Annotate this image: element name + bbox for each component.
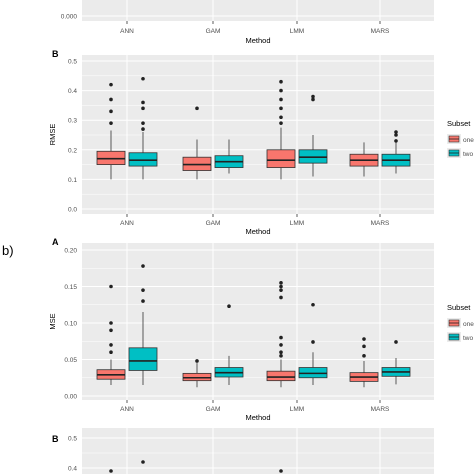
panel-2-outlier-one-LMM-7 [279, 281, 283, 285]
panel-1-outlier-two-ANN-2 [141, 106, 145, 111]
panel-2-outlier-two-ANN-2 [141, 264, 145, 268]
panel-3-outlier-1 [141, 460, 145, 464]
panel-2-outlier-one-LMM-2 [279, 343, 283, 347]
panel-0-ytick-0: 0.000 [61, 14, 78, 21]
panel-2-outlier-one-ANN-2 [109, 328, 113, 333]
panel-1-outlier-two-LMM-0 [311, 97, 315, 102]
panel-2-outlier-one-LMM-0 [279, 354, 283, 358]
panel-1-ylabel: RMSE [48, 124, 57, 146]
panel-1-legend-label-two: two [463, 151, 474, 158]
panel-2-xtick-LMM: LMM [290, 406, 304, 413]
panel-3-background [82, 428, 434, 474]
panel-1-xtick-MARS: MARS [371, 220, 390, 227]
panel-1-legend-title: Subset [447, 119, 471, 128]
panel-3-outlier-2 [279, 469, 283, 473]
panel-2-ylabel: MSE [48, 313, 57, 329]
panel-1-legend-label-one: one [463, 137, 474, 144]
panel-2-outlier-one-LMM-5 [279, 288, 283, 292]
panel-1-background [82, 55, 434, 214]
panel-1-ytick-1: 0.1 [68, 177, 77, 184]
panel-2-background [82, 243, 434, 400]
panel-1-outlier-one-LMM-5 [279, 79, 283, 84]
panel-2-outlier-two-ANN-1 [141, 288, 145, 292]
panel-1-ytick-0: 0.0 [68, 207, 77, 214]
panel-3-outlier-0 [109, 469, 113, 473]
panel-0-xtick-GAM: GAM [206, 28, 221, 35]
panel-1-box-one-LMM [266, 149, 296, 168]
panel-2-outlier-one-ANN-4 [109, 284, 113, 289]
panel-1-outlier-one-LMM-3 [279, 97, 283, 102]
panel-2-outlier-one-ANN-1 [109, 343, 113, 347]
panel-1-outlier-one-ANN-3 [109, 82, 113, 87]
panel-b-label: b) [2, 243, 14, 258]
panel-2-box-one-LMM [266, 370, 296, 382]
panel-2-ytick-4: 0.20 [64, 248, 77, 255]
panel-2-outlier-one-GAM-0 [195, 359, 199, 363]
panel-2-xtick-MARS: MARS [371, 406, 390, 413]
panel-1-outlier-two-ANN-1 [141, 121, 145, 125]
panel-3-panel-letter: B [52, 434, 59, 444]
panel-1-outlier-two-MARS-0 [394, 139, 398, 143]
panel-2-outlier-one-MARS-1 [362, 344, 366, 349]
panel-2-ytick-1: 0.05 [64, 357, 77, 364]
panel-2-xtick-ANN: ANN [120, 406, 134, 413]
panel-2-ytick-0: 0.00 [64, 394, 77, 401]
panel-1-outlier-one-ANN-1 [109, 109, 113, 114]
panel-1-outlier-two-MARS-2 [394, 130, 398, 134]
panel-2-outlier-one-LMM-3 [279, 335, 283, 340]
panel-1-outlier-one-LMM-0 [279, 121, 283, 125]
panel-2-outlier-one-LMM-1 [279, 350, 283, 355]
panel-2-outlier-one-ANN-3 [109, 321, 113, 325]
panel-2-outlier-one-LMM-4 [279, 295, 283, 300]
panel-1-ytick-3: 0.3 [68, 118, 77, 125]
panel-1-xtick-LMM: LMM [290, 220, 304, 227]
panel-2-xlabel: Method [245, 413, 270, 422]
panel-1-outlier-one-LMM-4 [279, 88, 283, 93]
panel-1-ytick-2: 0.2 [68, 147, 77, 154]
panel-1-outlier-one-LMM-2 [279, 106, 283, 111]
panel-0-xtick-MARS: MARS [371, 28, 390, 35]
panel-2-legend-label-two: two [463, 335, 474, 342]
panel-1-ytick-4: 0.4 [68, 88, 77, 95]
panel-1-xtick-ANN: ANN [120, 220, 134, 227]
panel-2-outlier-two-GAM-0 [227, 304, 231, 309]
panel-1-outlier-one-LMM-1 [279, 115, 283, 120]
panel-1-panel-letter: B [52, 49, 59, 59]
panel-2-outlier-one-LMM-6 [279, 284, 283, 289]
panel-1-xtick-GAM: GAM [206, 220, 221, 227]
panel-1-outlier-one-ANN-2 [109, 97, 113, 102]
panel-2-outlier-one-ANN-0 [109, 350, 113, 355]
panel-2-outlier-two-ANN-0 [141, 299, 145, 303]
panel-1-outlier-two-ANN-0 [141, 127, 145, 131]
panel-0-background [82, 0, 434, 21]
panel-2-outlier-two-MARS-0 [394, 340, 398, 344]
panel-2-panel-letter: A [52, 237, 59, 247]
panel-1-outlier-two-MARS-1 [394, 133, 398, 137]
panel-3-ytick-0.4: 0.4 [68, 466, 77, 473]
panel-1-outlier-two-ANN-4 [141, 76, 145, 81]
panel-2-ytick-3: 0.15 [64, 284, 77, 291]
panel-2-outlier-two-LMM-0 [311, 340, 315, 344]
panel-2-ytick-2: 0.10 [64, 321, 77, 328]
panel-2-outlier-two-LMM-1 [311, 302, 315, 307]
panel-0-xlabel: Method [245, 36, 270, 45]
panel-0-xtick-ANN: ANN [120, 28, 134, 35]
panel-1-outlier-two-LMM-1 [311, 94, 315, 99]
panel-2-outlier-one-MARS-2 [362, 337, 366, 341]
panel-2-outlier-one-MARS-0 [362, 354, 366, 358]
panel-1-outlier-two-ANN-3 [141, 100, 145, 105]
panel-2-xtick-GAM: GAM [206, 406, 221, 413]
panel-1-xlabel: Method [245, 227, 270, 236]
panel-2-legend-title: Subset [447, 303, 471, 312]
panel-1-ytick-5: 0.5 [68, 59, 77, 66]
panel-2-legend-label-one: one [463, 321, 474, 328]
panel-2-box-two-ANN [128, 347, 158, 371]
panel-1-outlier-one-ANN-0 [109, 121, 113, 125]
panel-0-xtick-LMM: LMM [290, 28, 304, 35]
panel-1-outlier-one-GAM-0 [195, 106, 199, 111]
panel-3-ytick-0.5: 0.5 [68, 436, 77, 443]
